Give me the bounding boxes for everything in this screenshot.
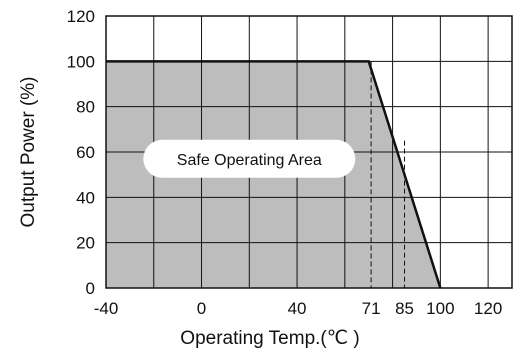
y-tick-label: 0 xyxy=(86,279,95,298)
safe-area-text: Safe Operating Area xyxy=(177,152,322,169)
y-tick-label: 40 xyxy=(76,188,95,207)
y-tick-label: 20 xyxy=(76,234,95,253)
y-tick-labels: 0 20 40 60 80 100 120 xyxy=(67,7,95,298)
x-tick-label: 40 xyxy=(288,299,307,318)
label-background xyxy=(143,139,356,178)
x-axis-title: Operating Temp.(℃ ) xyxy=(180,328,359,349)
x-tick-label: -40 xyxy=(94,299,119,318)
y-tick-label: 120 xyxy=(67,7,95,26)
y-tick-label: 60 xyxy=(76,143,95,162)
x-tick-labels: -40 0 40 71 85 100 120 xyxy=(94,299,503,318)
reference-lines xyxy=(370,61,406,288)
y-axis-title: Output Power (%) xyxy=(18,77,39,228)
y-tick-label: 80 xyxy=(76,98,95,117)
plot-border xyxy=(105,15,513,289)
safe-area-label: Safe Operating Area xyxy=(143,139,356,178)
y-tick-label: 100 xyxy=(67,52,95,71)
derating-curve xyxy=(106,60,442,289)
x-tick-label: 100 xyxy=(426,299,454,318)
x-tick-label: 71 xyxy=(362,299,381,318)
x-tick-label: 120 xyxy=(474,299,502,318)
derating-curve-layer xyxy=(106,60,442,289)
x-tick-label: 85 xyxy=(395,299,414,318)
plot-frame xyxy=(105,15,513,289)
annotation-layer: Safe Operating Area xyxy=(143,139,356,178)
x-tick-label: 0 xyxy=(197,299,206,318)
